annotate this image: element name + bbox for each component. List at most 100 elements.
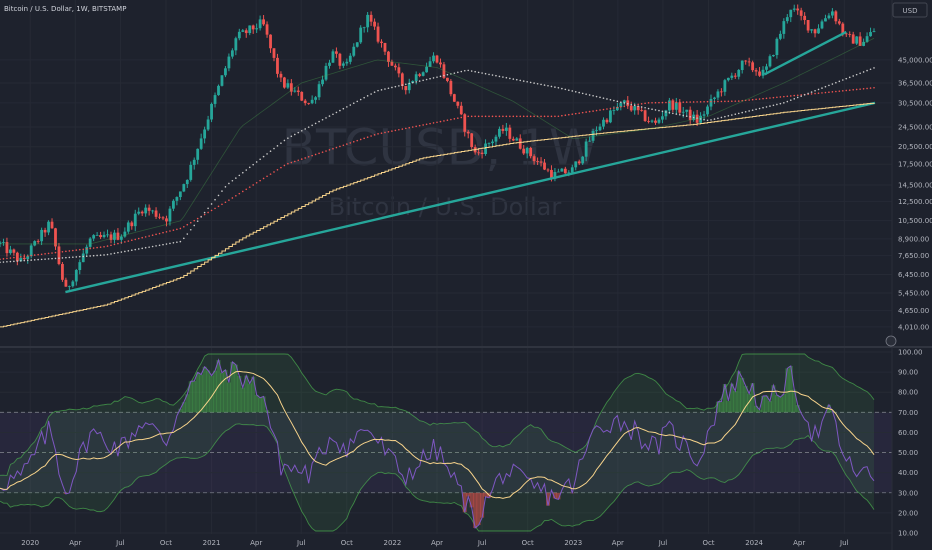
ma-dot xyxy=(144,246,147,249)
overbought-fill xyxy=(178,408,183,413)
y-tick-label: 14,500.00 xyxy=(898,181,932,189)
ma-dot xyxy=(148,246,150,248)
overbought-fill xyxy=(206,370,211,413)
ma-dot xyxy=(616,100,619,103)
candle-body xyxy=(369,14,373,22)
ma-dot xyxy=(724,115,726,118)
ma-dot xyxy=(311,124,313,127)
ma-dot xyxy=(6,257,8,260)
ma-dot xyxy=(467,115,470,118)
ma-dot xyxy=(68,250,71,252)
ma-dot xyxy=(595,109,598,112)
ma-dot xyxy=(692,116,695,119)
candle-body xyxy=(147,207,151,211)
ma-dot xyxy=(33,259,36,261)
rsi-axis[interactable]: 100.00 90.00 80.00 70.00 60.00 50.00 40.00 30.0… xyxy=(898,349,923,538)
x-tick-label: Jul xyxy=(477,539,487,547)
ma-dot xyxy=(141,236,143,239)
candle-body xyxy=(661,116,664,120)
ma-dot xyxy=(196,217,199,220)
candle-body xyxy=(619,102,623,107)
candle-body xyxy=(674,102,678,110)
candle-body xyxy=(165,218,168,222)
time-axis[interactable]: 2020 Apr Jul Oct 2021 Apr Jul Oct 2022 Apr Jul Oct 2… xyxy=(21,539,848,547)
ma-dot xyxy=(113,243,116,246)
auto-scale-icon[interactable] xyxy=(885,335,897,347)
ma-dot xyxy=(512,78,515,80)
candle-body xyxy=(383,42,387,52)
ma-dot xyxy=(120,241,123,244)
ma-dot xyxy=(765,106,768,108)
trendline[interactable] xyxy=(65,101,876,294)
candle-body xyxy=(345,61,349,64)
candle-body xyxy=(224,68,227,76)
ma-dot xyxy=(658,101,660,104)
ma-dot xyxy=(665,101,667,104)
x-tick-label: Jul xyxy=(658,539,668,547)
ma-dot xyxy=(533,82,535,84)
y-tick-label: 4,010.00 xyxy=(898,323,929,331)
candle-body xyxy=(515,138,519,141)
candle-body xyxy=(310,99,314,104)
candle-body xyxy=(282,77,286,88)
ma-dot xyxy=(491,115,494,118)
ma-dot xyxy=(186,223,189,226)
ma-dot xyxy=(269,150,272,153)
ma-dot xyxy=(821,92,823,94)
ma-dot xyxy=(425,123,428,126)
candle-body xyxy=(740,60,744,71)
ma-dot xyxy=(179,240,182,243)
ma-dot xyxy=(845,89,848,92)
ma-dot xyxy=(165,243,168,245)
candle-body xyxy=(172,200,175,209)
ma-dot xyxy=(82,255,85,258)
ma-dot xyxy=(477,115,480,118)
candle-body xyxy=(765,66,768,70)
ma-dot xyxy=(685,101,688,103)
candle-body xyxy=(751,62,755,71)
ma-dot xyxy=(495,115,497,118)
ma-dot xyxy=(47,252,50,255)
ma-dot xyxy=(814,89,816,92)
ma-dot xyxy=(592,110,594,112)
ma-dot xyxy=(245,188,248,191)
ma-dot xyxy=(349,104,352,106)
ma-dot xyxy=(654,101,657,104)
rsi-plot[interactable] xyxy=(0,353,875,532)
y-tick-label: 30,500.00 xyxy=(898,99,932,107)
ma-dot xyxy=(585,93,587,95)
ma-dot xyxy=(675,101,678,104)
candle-body xyxy=(869,32,872,37)
ma-dot xyxy=(543,115,546,118)
overbought-fill xyxy=(181,402,186,413)
ma-dot xyxy=(710,119,712,121)
candle-body xyxy=(324,65,328,80)
ma-dot xyxy=(210,203,213,205)
candle-body xyxy=(792,8,796,10)
ma-dot xyxy=(384,131,386,134)
ma-dot xyxy=(450,73,452,75)
ma-dot xyxy=(672,101,674,104)
overbought-fill xyxy=(202,366,207,413)
moving-average-dots xyxy=(0,67,875,264)
candle-body xyxy=(199,138,203,149)
ma-dot xyxy=(328,115,331,117)
candle-body xyxy=(36,241,40,242)
x-tick-label: Oct xyxy=(702,539,714,547)
candle-body xyxy=(119,236,123,240)
trendline[interactable] xyxy=(763,30,847,76)
price-plot[interactable] xyxy=(0,4,876,328)
ma-dot xyxy=(356,100,359,103)
candle-body xyxy=(435,55,439,63)
ma-dot xyxy=(318,120,320,123)
rsi-tick-label: 10.00 xyxy=(898,530,918,538)
candle-body xyxy=(511,138,515,141)
ma-dot xyxy=(769,105,771,107)
ma-dot xyxy=(238,192,241,195)
candle-body xyxy=(570,167,574,173)
ma-dot xyxy=(241,190,244,193)
price-axis[interactable]: 45,000.00 36,500.00 30,500.00 24,500.00 20,5… xyxy=(898,56,932,331)
ma-dot xyxy=(495,74,497,77)
candle-body xyxy=(827,15,831,19)
currency-box[interactable] xyxy=(892,2,928,18)
